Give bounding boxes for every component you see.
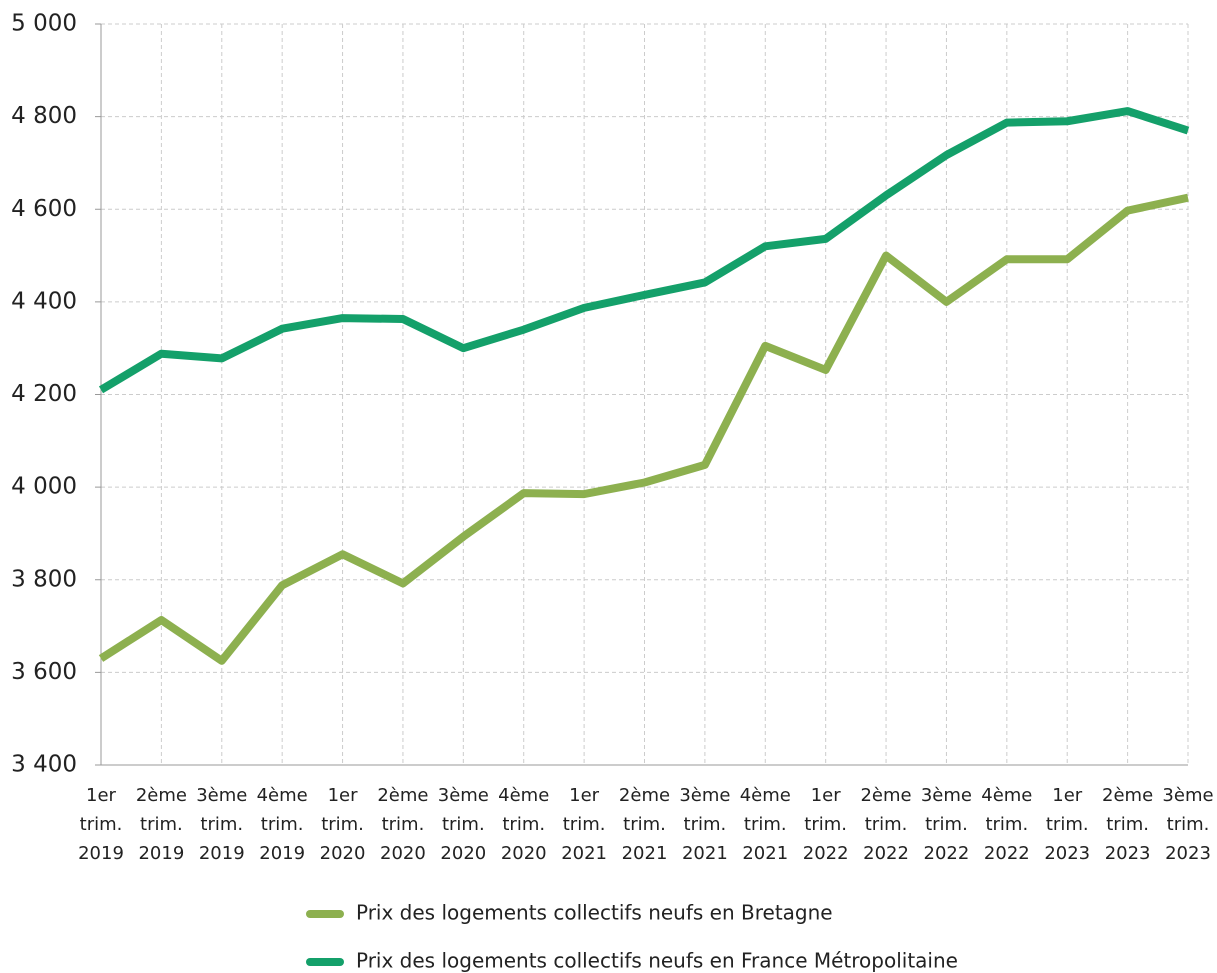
x-tick-label-line: trim.: [261, 814, 304, 835]
x-tick-label-line: 2019: [78, 843, 124, 864]
x-tick-label: 2ème trim. 2021: [619, 785, 670, 864]
x-tick-label-line: trim.: [80, 814, 123, 835]
x-tick-label-line: trim.: [1167, 814, 1210, 835]
series-line: [98, 193, 1189, 665]
x-tick-label-line: 2022: [803, 843, 849, 864]
x-tick-label-line: 2019: [199, 843, 245, 864]
y-tick-label: 3 400: [11, 752, 77, 778]
x-tick-label-line: 2021: [561, 843, 607, 864]
x-tick-label-line: trim.: [382, 814, 425, 835]
y-tick-label: 4 000: [11, 474, 77, 500]
x-tick-label: 1er trim. 2019: [78, 785, 124, 864]
x-tick-label: 3ème trim. 2020: [438, 785, 489, 864]
x-tick-label-line: trim.: [502, 814, 545, 835]
x-tick-label-line: 2020: [440, 843, 486, 864]
x-tick-label: 1er trim. 2022: [803, 785, 849, 864]
x-tick-label-line: 3ème: [921, 785, 972, 806]
x-tick-label-line: 2ème: [619, 785, 670, 806]
x-tick-label: 1er trim. 2020: [320, 785, 366, 864]
x-tick-label-line: trim.: [985, 814, 1028, 835]
x-tick-label-line: 3ème: [196, 785, 247, 806]
x-tick-label: 3ème trim. 2022: [921, 785, 972, 864]
x-tick-label-line: trim.: [321, 814, 364, 835]
x-tick-label-line: trim.: [200, 814, 243, 835]
y-tick-label: 3 800: [11, 566, 77, 592]
x-tick-label-line: 3ème: [679, 785, 730, 806]
x-tick-label-line: trim.: [1106, 814, 1149, 835]
x-tick-label: 1er trim. 2023: [1044, 785, 1090, 864]
x-tick-label: 2ème trim. 2022: [860, 785, 911, 864]
y-tick-label: 4 400: [11, 288, 77, 314]
y-tick-label: 4 800: [11, 103, 77, 129]
x-tick-label-line: trim.: [140, 814, 183, 835]
x-tick-label-line: trim.: [804, 814, 847, 835]
x-tick-label-line: 2ème: [1102, 785, 1153, 806]
x-tick-label-line: trim.: [925, 814, 968, 835]
legend-label: Prix des logements collectifs neufs en F…: [356, 949, 958, 973]
x-tick-label-line: 2023: [1044, 843, 1090, 864]
x-tick-label-line: 1er: [328, 785, 359, 806]
x-tick-label-line: 2022: [984, 843, 1030, 864]
y-tick-label: 4 600: [11, 196, 77, 222]
x-tick-label: 3ème trim. 2019: [196, 785, 247, 864]
x-tick-label-line: 2021: [742, 843, 788, 864]
y-tick-label: 4 200: [11, 381, 77, 407]
series-line: [98, 107, 1190, 394]
x-tick-label-line: trim.: [442, 814, 485, 835]
x-tick-label-line: 2023: [1105, 843, 1151, 864]
x-tick-label: 4ème trim. 2019: [257, 785, 308, 864]
x-tick-label-line: 2020: [380, 843, 426, 864]
x-tick-label-line: 4ème: [981, 785, 1032, 806]
x-tick-label: 3ème trim. 2021: [679, 785, 730, 864]
x-tick-label-line: 2021: [622, 843, 668, 864]
x-tick-label: 2ème trim. 2019: [136, 785, 187, 864]
x-tick-label: 4ème trim. 2021: [740, 785, 791, 864]
x-tick-label-line: 4ème: [257, 785, 308, 806]
x-tick-label-line: 2ème: [377, 785, 428, 806]
x-tick-label-line: trim.: [1046, 814, 1089, 835]
x-tick-label: 3ème trim. 2023: [1162, 785, 1213, 864]
x-tick-label-line: 1er: [86, 785, 117, 806]
legend-label: Prix des logements collectifs neufs en B…: [356, 901, 833, 925]
x-tick-label-line: 2022: [924, 843, 970, 864]
x-tick-label-line: 1er: [811, 785, 842, 806]
x-tick-label-line: 4ème: [498, 785, 549, 806]
x-tick-label-line: 2020: [501, 843, 547, 864]
x-tick-label-line: 3ème: [1162, 785, 1213, 806]
y-tick-label: 5 000: [11, 11, 77, 37]
x-tick-label-line: 4ème: [740, 785, 791, 806]
x-tick-label-line: 2ème: [136, 785, 187, 806]
x-tick-label-line: 2020: [320, 843, 366, 864]
x-tick-label-line: trim.: [865, 814, 908, 835]
x-tick-label-line: 2021: [682, 843, 728, 864]
x-tick-label-line: trim.: [744, 814, 787, 835]
x-tick-label-line: 1er: [1052, 785, 1083, 806]
x-tick-label: 2ème trim. 2020: [377, 785, 428, 864]
x-tick-label-line: 2019: [259, 843, 305, 864]
x-tick-label-line: trim.: [563, 814, 606, 835]
x-tick-label-line: trim.: [623, 814, 666, 835]
y-tick-label: 3 600: [11, 659, 77, 685]
x-tick-label-line: trim.: [684, 814, 727, 835]
x-tick-label-line: 2023: [1165, 843, 1211, 864]
x-tick-label: 4ème trim. 2020: [498, 785, 549, 864]
x-tick-label-line: 1er: [569, 785, 600, 806]
x-tick-label-line: 2ème: [860, 785, 911, 806]
x-tick-label-line: 2019: [138, 843, 184, 864]
x-tick-label: 4ème trim. 2022: [981, 785, 1032, 864]
x-tick-label: 1er trim. 2021: [561, 785, 607, 864]
x-tick-label-line: 3ème: [438, 785, 489, 806]
x-tick-label-line: 2022: [863, 843, 909, 864]
x-tick-label: 2ème trim. 2023: [1102, 785, 1153, 864]
